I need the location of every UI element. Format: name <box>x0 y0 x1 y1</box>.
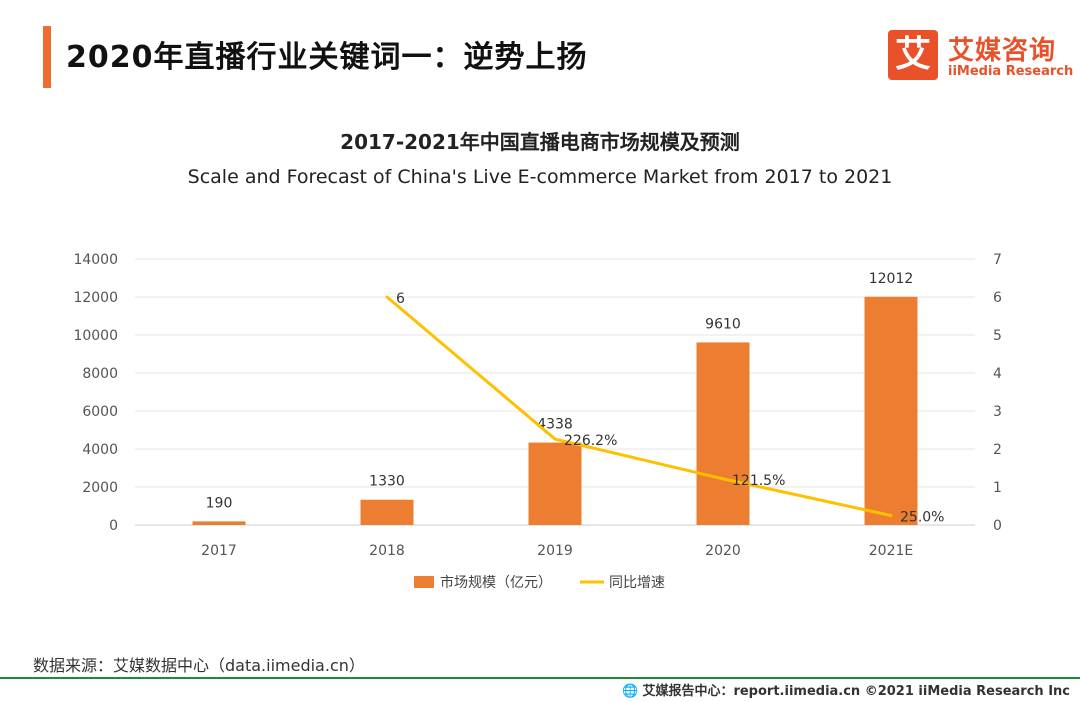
page-title: 2020年直播行业关键词一：逆势上扬 <box>66 40 588 75</box>
y-left-tick-label: 10000 <box>73 328 118 344</box>
data-source: 数据来源：艾媒数据中心（data.iimedia.cn） <box>33 656 365 675</box>
logo-cn-text: 艾媒咨询 <box>948 36 1057 66</box>
line-data-label: 6 <box>396 291 405 307</box>
chart-subtitle: Scale and Forecast of China's Live E-com… <box>187 166 893 188</box>
y-left-tick-label: 14000 <box>73 252 118 268</box>
y-left-tick-label: 6000 <box>82 404 118 420</box>
logo-en-text: iiMedia Research <box>948 64 1074 79</box>
x-tick-label: 2018 <box>369 543 405 559</box>
x-tick-label: 2017 <box>201 543 237 559</box>
footer: 🌐 艾媒报告中心：report.iimedia.cn ©2021 iiMedia … <box>622 680 1070 699</box>
brand-logo: 艾 艾媒咨询 iiMedia Research <box>888 30 1073 82</box>
footer-divider <box>0 677 1080 679</box>
bar-data-label: 1330 <box>369 474 405 490</box>
y-left-tick-label: 4000 <box>82 442 118 458</box>
x-tick-label: 2020 <box>705 543 741 559</box>
bar <box>192 521 246 525</box>
bar <box>528 442 582 525</box>
line-series <box>386 295 892 517</box>
globe-icon: 🌐 <box>622 684 639 699</box>
logo-mark: 艾 <box>888 30 938 80</box>
y-left-tick-label: 12000 <box>73 290 118 306</box>
line-point <box>889 514 893 517</box>
y-right-tick-label: 6 <box>993 290 1002 306</box>
bar-data-label: 12012 <box>869 271 914 287</box>
line-data-label: 226.2% <box>564 433 617 449</box>
legend-bar-label: 市场规模（亿元） <box>440 574 552 591</box>
footer-text: 艾媒报告中心：report.iimedia.cn ©2021 iiMedia R… <box>642 684 1070 699</box>
y-left-tick-label: 8000 <box>82 366 118 382</box>
x-tick-label: 2021E <box>869 543 913 559</box>
line-point <box>553 437 557 441</box>
bar-data-label: 190 <box>206 495 233 511</box>
bar <box>864 296 918 525</box>
y-right-tick-label: 2 <box>993 442 1002 458</box>
legend-bar-swatch <box>414 576 434 588</box>
legend-line-label: 同比增速 <box>609 575 665 591</box>
line-point <box>385 295 389 299</box>
combo-chart: 0 2000 4000 6000 8000 10000 12000 14000 0 1 2 3 4 5 6 7… <box>73 252 1002 591</box>
y-right-tick-label: 4 <box>993 366 1002 382</box>
bar <box>696 342 750 525</box>
y-right-tick-label: 3 <box>993 404 1002 420</box>
line-data-label: 121.5% <box>732 473 785 489</box>
bar-data-label: 4338 <box>537 417 573 433</box>
bar-data-label: 9610 <box>705 316 741 332</box>
y-right-tick-label: 0 <box>993 518 1002 534</box>
y-left-tick-label: 0 <box>109 518 118 534</box>
x-tick-label: 2019 <box>537 543 573 559</box>
chart-title: 2017-2021年中国直播电商市场规模及预测 <box>340 130 740 154</box>
bar <box>360 499 414 525</box>
y-left-tick-label: 2000 <box>82 480 118 496</box>
title-accent-bar <box>43 26 51 88</box>
line-point <box>721 477 725 481</box>
y-right-tick-label: 5 <box>993 328 1002 344</box>
y-right-tick-label: 1 <box>993 480 1002 496</box>
line-data-label: 25.0% <box>900 510 944 526</box>
y-right-tick-label: 7 <box>993 252 1002 268</box>
